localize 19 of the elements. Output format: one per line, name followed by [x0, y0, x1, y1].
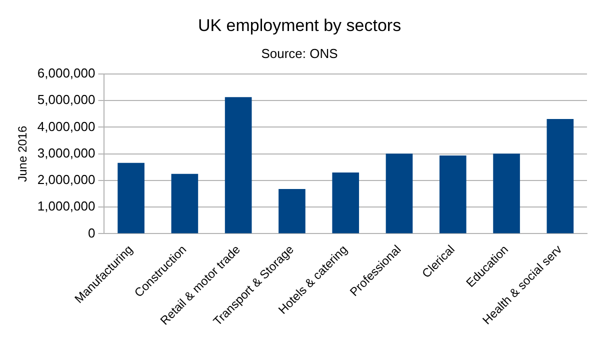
bar	[224, 97, 252, 234]
y-axis-title: June 2016	[16, 126, 30, 182]
y-tick-label: 6,000,000	[37, 66, 96, 81]
bar	[493, 154, 520, 234]
chart-title: UK employment by sectors	[198, 16, 402, 35]
bar	[546, 118, 574, 234]
bar	[332, 172, 360, 234]
bar	[439, 155, 466, 234]
y-tick-label: 2,000,000	[37, 172, 96, 188]
y-tick-label: 4,000,000	[37, 118, 96, 134]
bar	[278, 189, 306, 234]
chart-subtitle: Source: ONS	[261, 46, 338, 61]
y-tick-label: 5,000,000	[37, 92, 96, 108]
bar	[386, 154, 413, 234]
y-tick-label: 1,000,000	[37, 198, 96, 214]
y-tick-label: 3,000,000	[37, 145, 96, 160]
bar	[118, 162, 144, 234]
y-tick-label: 0	[88, 225, 96, 240]
bar	[171, 174, 198, 234]
